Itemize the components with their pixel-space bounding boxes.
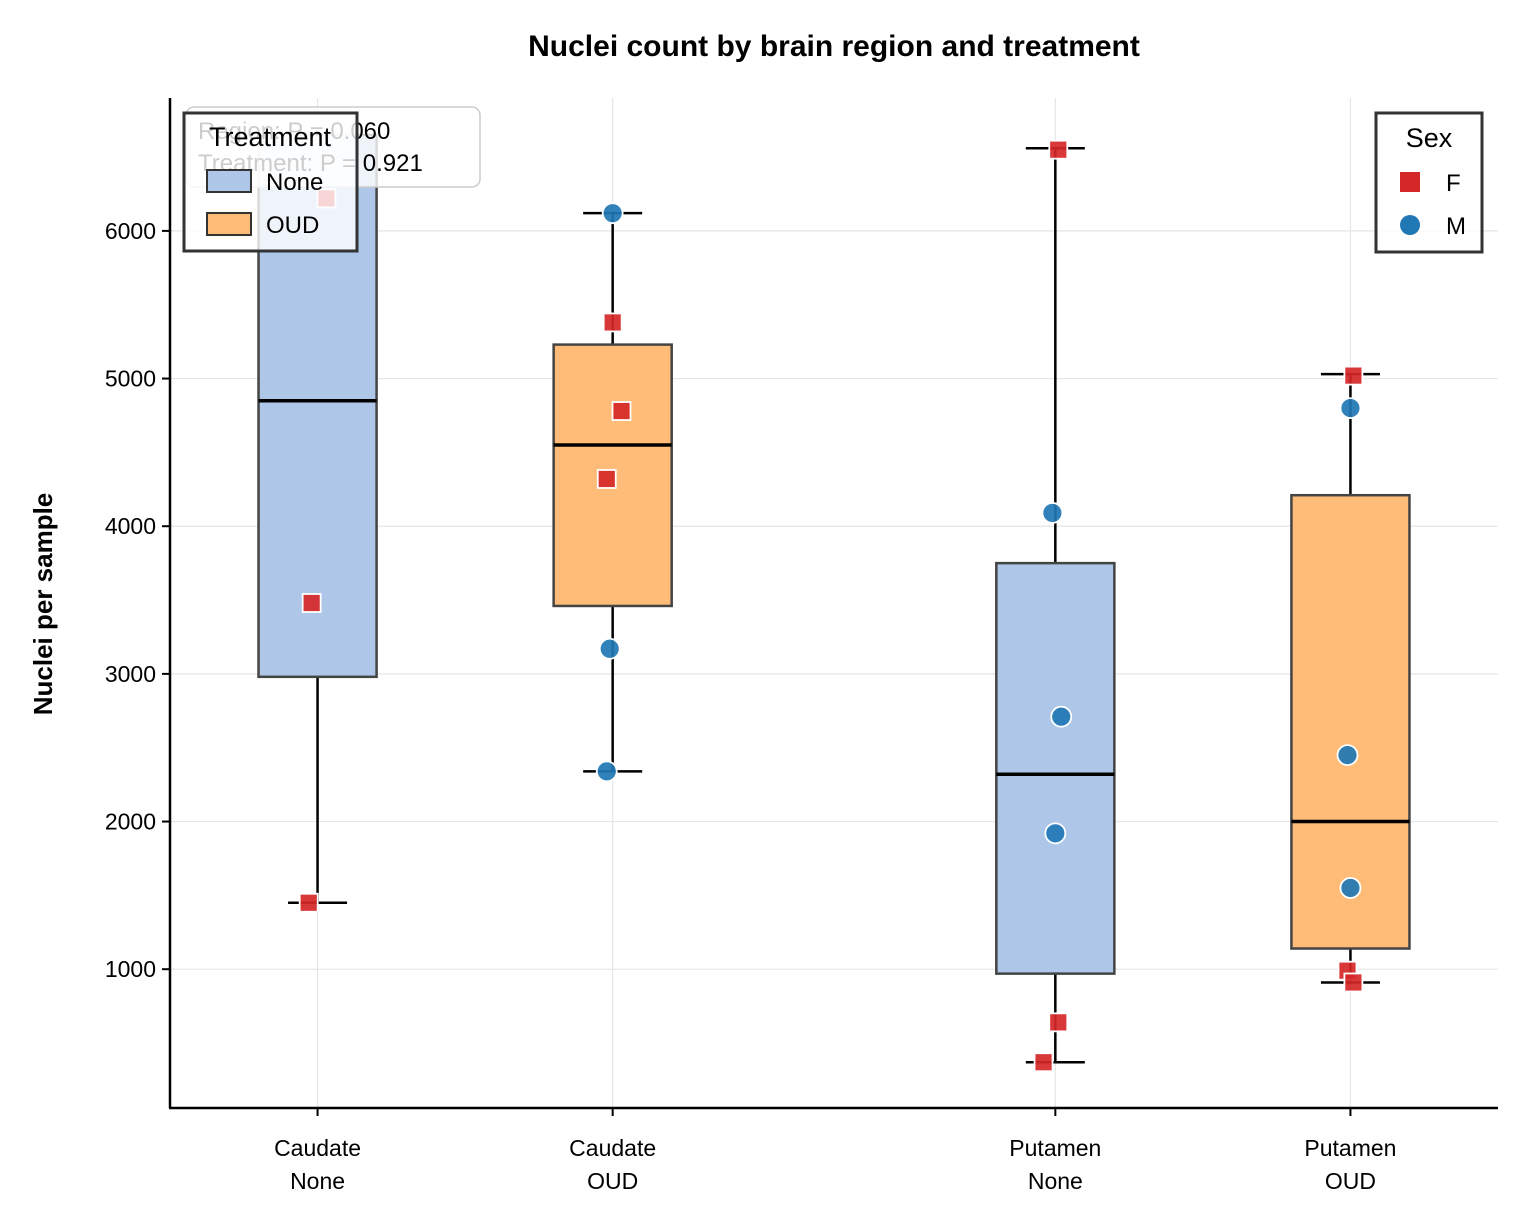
box-putamen-none [995, 146, 1116, 1064]
legend-label-oud: OUD [266, 212, 319, 239]
y-axis-label: Nuclei per sample [28, 493, 58, 716]
legend-marker-male [1400, 215, 1420, 235]
legend-swatch-oud [206, 212, 252, 236]
y-tick-label: 3000 [105, 661, 156, 687]
chart-title: Nuclei count by brain region and treatme… [528, 30, 1140, 63]
y-tick-label: 4000 [105, 513, 156, 539]
data-point-male [1041, 502, 1064, 524]
data-point-female [301, 593, 322, 613]
data-point-female [602, 312, 623, 333]
sex-legend: Sex F M [1374, 111, 1484, 254]
x-tick-label-line1: Putamen [1009, 1135, 1101, 1161]
box-putamen-oud [1290, 372, 1411, 984]
data-point-female [596, 469, 617, 489]
data-point-female [1343, 365, 1364, 386]
x-tick-label-line2: None [290, 1168, 345, 1194]
x-tick-label-line2: OUD [587, 1168, 638, 1194]
data-point-male [1050, 705, 1073, 728]
data-point-male [598, 637, 621, 660]
data-point-female [611, 401, 632, 421]
legend-label-male: M [1446, 213, 1466, 240]
axis-ticks: 1000 2000 3000 4000 5000 6000 Caudate None Cauda… [105, 218, 1397, 1194]
data-point-female [1343, 972, 1364, 993]
treatment-legend: Treatment None OUD [182, 111, 359, 253]
box-iqr [1290, 493, 1411, 950]
data-point-male [1336, 744, 1359, 766]
y-tick-label: 1000 [105, 956, 156, 982]
legend-swatch-none [206, 169, 252, 193]
data-points [298, 139, 1364, 1073]
data-point-male [1044, 822, 1067, 845]
data-point-male [601, 202, 624, 225]
box-iqr [995, 561, 1116, 975]
box-caudate-oud [552, 211, 673, 773]
data-point-female [1033, 1052, 1054, 1073]
sex-legend-title: Sex [1406, 123, 1453, 153]
y-tick-label: 2000 [105, 809, 156, 835]
data-point-female [298, 892, 319, 913]
legend-label-female: F [1446, 170, 1461, 197]
x-tick-label-line2: None [1028, 1168, 1083, 1194]
data-point-male [1339, 877, 1362, 899]
x-tick-label-line1: Caudate [274, 1135, 361, 1161]
y-tick-label: 5000 [105, 366, 156, 392]
data-point-female [1048, 139, 1069, 160]
x-tick-label-line1: Caudate [569, 1135, 656, 1161]
axes [168, 98, 1498, 1110]
sex-legend-frame [1374, 111, 1484, 254]
legend-marker-female [1400, 172, 1420, 192]
data-point-male [1339, 397, 1362, 419]
y-tick-label: 6000 [105, 218, 156, 244]
data-point-male [595, 760, 618, 783]
data-point-female [1048, 1012, 1069, 1033]
boxes [257, 133, 1411, 1064]
x-tick-label-line1: Putamen [1304, 1135, 1396, 1161]
legend-label-none: None [266, 169, 323, 196]
x-tick-label-line2: OUD [1325, 1168, 1376, 1194]
treatment-legend-title: Treatment [209, 122, 332, 152]
